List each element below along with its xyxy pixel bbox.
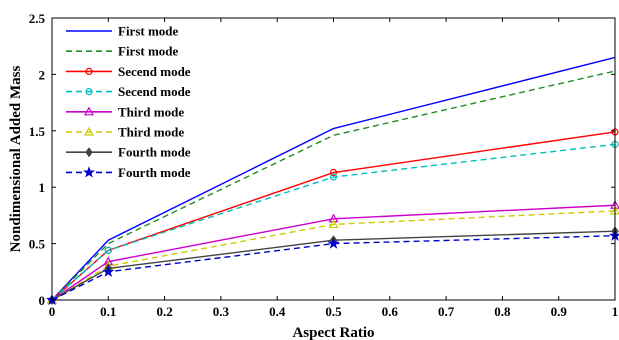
legend-entry: First mode (66, 44, 179, 59)
y-tick-label: 1.5 (29, 124, 46, 139)
series-5 (46, 200, 619, 304)
x-tick-label: 0 (49, 304, 56, 319)
x-tick-label: 0.8 (494, 304, 511, 319)
legend-label: Fourth mode (118, 145, 191, 160)
series-line (51, 143, 616, 301)
legend-label: First mode (118, 24, 179, 39)
series-line (51, 131, 616, 301)
legend: First mode First mode Secend mode Secend mo… (66, 24, 191, 180)
legend-entry: Fourth mode (66, 165, 191, 180)
legend-label: Secend mode (118, 84, 191, 99)
y-tick-label: 0.5 (29, 237, 46, 252)
y-tick-label: 2.5 (29, 11, 46, 26)
legend-entry: Third mode (66, 125, 184, 140)
series-line (51, 70, 616, 301)
y-tick-label: 2 (39, 67, 46, 82)
x-tick-label: 0.7 (438, 304, 455, 319)
x-tick-label: 0.4 (269, 304, 286, 319)
series-2 (51, 70, 616, 301)
data-point (327, 237, 340, 249)
series-line (51, 210, 616, 301)
y-tick-label: 1 (39, 180, 46, 195)
legend-label: First mode (118, 44, 179, 59)
x-tick-label: 0.5 (325, 304, 342, 319)
legend-entry: Fourth mode (66, 145, 191, 160)
data-point (104, 246, 112, 254)
series-line (51, 235, 616, 301)
legend-marker (83, 106, 95, 116)
legend-marker (85, 147, 93, 158)
data-point (102, 265, 115, 277)
legend-marker (85, 67, 93, 76)
series-line (51, 204, 616, 301)
y-tick-label: 0 (39, 293, 46, 308)
legend-marker (85, 87, 93, 96)
data-point (329, 173, 338, 181)
x-tick-label: 0.3 (213, 304, 230, 319)
legend-marker (82, 166, 96, 178)
legend-entry: Third mode (66, 104, 184, 119)
x-tick-label: 0.9 (551, 304, 568, 319)
legend-label: Third mode (118, 125, 184, 140)
series-line (51, 56, 616, 301)
x-tick-label: 0.2 (156, 304, 172, 319)
data-point (328, 213, 339, 223)
series-layer (45, 56, 619, 306)
legend-entry: First mode (66, 24, 179, 39)
series-6 (46, 205, 619, 304)
legend-entry: Secend mode (66, 84, 191, 99)
x-tick-label: 0.1 (100, 304, 116, 319)
x-tick-label: 1 (612, 304, 619, 319)
legend-label: Fourth mode (118, 165, 191, 180)
x-axis-label: Aspect Ratio (292, 325, 374, 340)
tick-layer: 0 0.1 0.2 0.3 0.4 0.5 0.6 0.7 0.8 0.9 1 0 0.5 1 1.5 2 2.… (29, 11, 619, 319)
y-axis-label: Nondimensional Added Mass (8, 65, 24, 252)
legend-label: Third mode (118, 104, 184, 119)
data-point (329, 168, 338, 177)
legend-entry: Secend mode (66, 64, 191, 79)
series-line (51, 230, 616, 301)
legend-label: Secend mode (118, 64, 191, 79)
data-point (328, 219, 339, 229)
x-tick-label: 0.6 (382, 304, 399, 319)
series-1 (51, 56, 616, 301)
legend-marker (83, 126, 95, 136)
